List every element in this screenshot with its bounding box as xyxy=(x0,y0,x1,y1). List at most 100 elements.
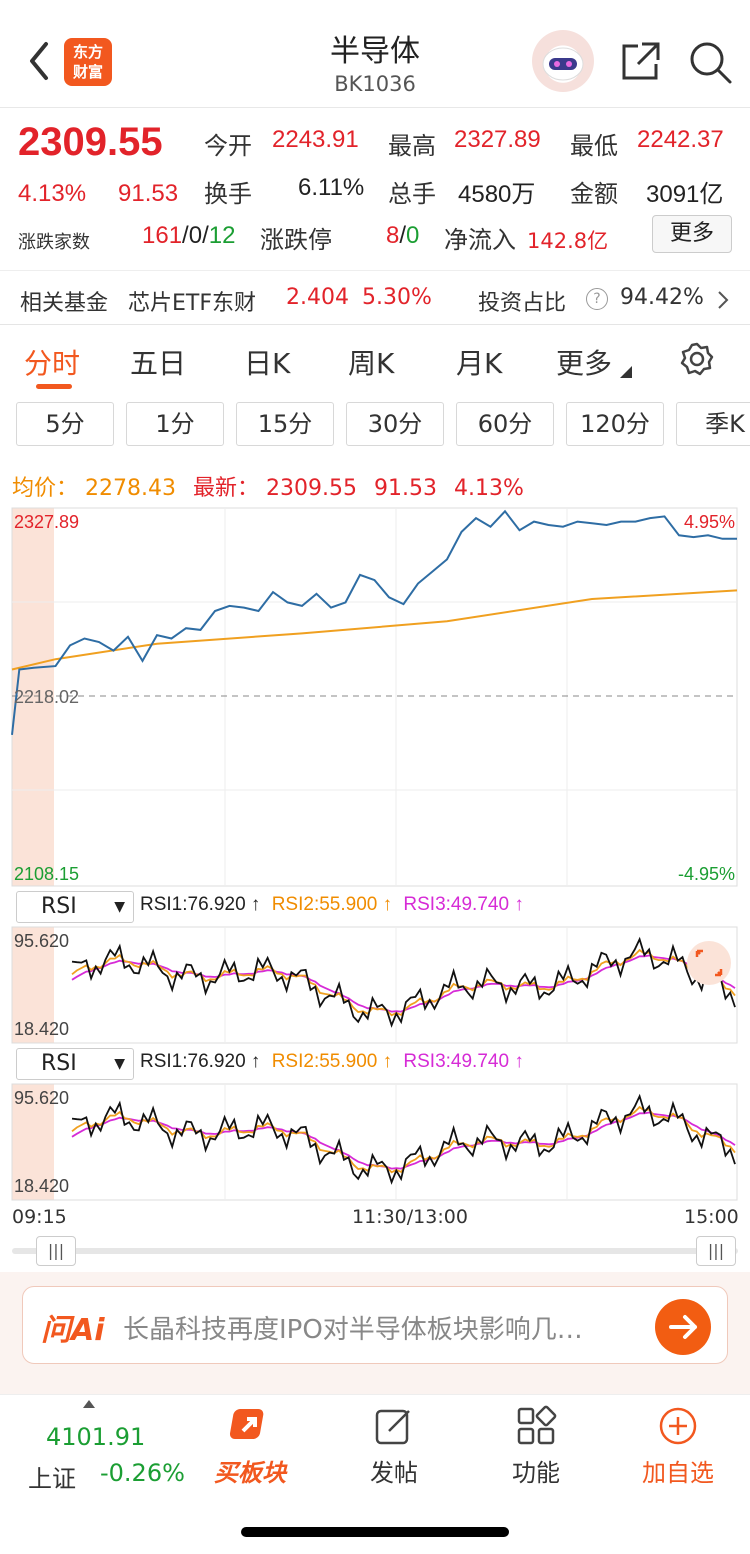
ask-ai-box[interactable]: 问Ai 长晶科技再度IPO对半导体板块影响几… xyxy=(22,1286,728,1364)
avg-value: 2278.43 xyxy=(85,476,176,501)
intraday-chart-svg: 2327.89 2218.02 2108.15 4.95% -4.95% xyxy=(11,507,738,887)
robot-assistant-icon[interactable] xyxy=(532,30,594,92)
logo-text-top: 东方 xyxy=(72,43,103,61)
intraday-chart[interactable]: 2327.89 2218.02 2108.15 4.95% -4.95% xyxy=(0,504,750,889)
pct-top-label: 4.95% xyxy=(684,512,735,532)
chart-frame xyxy=(11,507,738,887)
breadth-flat: 0 xyxy=(188,222,203,249)
function-button[interactable]: 功能 xyxy=(476,1405,596,1488)
breadth-up: 161 xyxy=(142,222,183,249)
breadth-down: 12 xyxy=(208,222,236,249)
page-title: 半导体 xyxy=(330,34,420,69)
index-ticker[interactable]: 4101.91 上证 -0.26% xyxy=(18,1399,188,1499)
period-15min[interactable]: 15分 xyxy=(236,402,334,446)
pct-bottom-label: -4.95% xyxy=(678,864,735,884)
tab-daily-k[interactable]: 日K xyxy=(244,347,291,380)
add-watchlist-label: 加自选 xyxy=(642,1459,714,1487)
open-value: 2243.91 xyxy=(272,126,359,153)
rsi2-value: RSI2:55.900 ↑ xyxy=(271,1051,393,1072)
period-60min[interactable]: 60分 xyxy=(456,402,554,446)
period-selector: 5分 1分 15分 30分 60分 120分 季K xyxy=(0,402,750,450)
change-value: 91.53 xyxy=(118,180,179,207)
avg-price-line xyxy=(11,589,738,671)
post-button[interactable]: 发帖 xyxy=(334,1405,454,1488)
index-pct: -0.26% xyxy=(100,1459,185,1487)
limit-down: 0 xyxy=(406,222,420,249)
rsi-values: RSI1:76.920 ↑ RSI2:55.900 ↑ RSI3:49.740 … xyxy=(140,1051,524,1073)
chart-frame xyxy=(11,926,738,1044)
add-watchlist-button[interactable]: 加自选 xyxy=(618,1405,738,1488)
tab-intraday[interactable]: 分时 xyxy=(24,347,81,380)
rsi-indicator-select[interactable]: RSI ▼ xyxy=(16,1048,134,1080)
inflow-label: 净流入 xyxy=(444,226,516,254)
high-label: 最高 xyxy=(388,132,436,160)
rsi-indicator-select[interactable]: RSI ▼ xyxy=(16,891,134,923)
chart-info-line: 均价： 2278.43 最新： 2309.55 91.53 4.13% xyxy=(12,470,524,502)
header: 东方 财富 半导体 BK1036 xyxy=(0,0,750,108)
fund-price: 2.404 xyxy=(286,285,349,310)
time-mid: 11:30/13:00 xyxy=(352,1206,468,1228)
buy-board-button[interactable]: 买板块 xyxy=(190,1405,310,1488)
call-auction-zone xyxy=(12,1084,54,1200)
current-price: 2309.55 xyxy=(18,120,163,164)
dropdown-arrow-icon: ▼ xyxy=(114,899,125,915)
scroll-handle-right[interactable]: ||| xyxy=(696,1236,736,1266)
price-line xyxy=(11,509,737,736)
period-5min[interactable]: 5分 xyxy=(16,402,114,446)
ask-ai-question[interactable]: 长晶科技再度IPO对半导体板块影响几… xyxy=(123,1315,583,1345)
invest-value: 94.42% xyxy=(620,285,704,310)
scroll-handle-left[interactable]: ||| xyxy=(36,1236,76,1266)
index-name: 上证 xyxy=(28,1465,76,1493)
rsi2-line xyxy=(71,948,736,1017)
latest-change: 91.53 xyxy=(374,476,437,501)
more-button[interactable]: 更多 xyxy=(652,215,732,253)
rsi3-value: RSI3:49.740 ↑ xyxy=(403,894,524,915)
period-120min[interactable]: 120分 xyxy=(566,402,664,446)
grid-apps-icon xyxy=(517,1405,557,1445)
fund-label: 相关基金 xyxy=(20,291,109,316)
share-icon[interactable] xyxy=(618,40,662,84)
rsi-chart-1[interactable]: 95.620 18.420 xyxy=(0,925,750,1045)
tab-monthly-k[interactable]: 月K xyxy=(456,347,503,380)
post-label: 发帖 xyxy=(370,1459,418,1487)
period-1min[interactable]: 1分 xyxy=(126,402,224,446)
back-arrow-icon[interactable] xyxy=(22,36,58,86)
rsi-select-label: RSI xyxy=(41,1051,77,1076)
fund-name: 芯片ETF东财 xyxy=(128,291,256,316)
ask-ai-submit-button[interactable] xyxy=(655,1299,711,1355)
period-30min[interactable]: 30分 xyxy=(346,402,444,446)
rsi2-line xyxy=(71,1105,736,1174)
related-fund-row[interactable]: 相关基金 芯片ETF东财 2.404 5.30% 投资占比 ? 94.42% xyxy=(0,270,750,324)
ask-ai-logo: 问Ai xyxy=(41,1313,105,1348)
robot-face-icon xyxy=(542,47,584,81)
rsi-values: RSI1:76.920 ↑ RSI2:55.900 ↑ RSI3:49.740 … xyxy=(140,894,524,916)
rsi3-line xyxy=(71,1111,736,1170)
chart-tabs: 分时 五日 日K 周K 月K 更多 xyxy=(0,324,750,394)
amount-value: 3091亿 xyxy=(646,181,724,208)
rsi-max-label: 95.620 xyxy=(14,1088,69,1108)
range-scrollbar[interactable]: ||| ||| xyxy=(12,1234,738,1268)
chevron-right-icon xyxy=(718,291,729,309)
rsi1-line xyxy=(71,936,736,1028)
tab-five-day[interactable]: 五日 xyxy=(130,347,187,380)
avg-label: 均价： xyxy=(12,476,79,501)
eastmoney-logo: 东方 财富 xyxy=(64,38,112,86)
limit-label: 涨跌停 xyxy=(260,226,332,254)
tab-more[interactable]: 更多 xyxy=(556,347,613,380)
quote-panel: 2309.55 今开 2243.91 最高 2327.89 最低 2242.37… xyxy=(0,108,750,325)
latest-value: 2309.55 xyxy=(266,476,357,501)
period-quarter-k[interactable]: 季K xyxy=(676,402,750,446)
call-auction-zone xyxy=(12,927,54,1043)
tab-weekly-k[interactable]: 周K xyxy=(348,347,395,380)
rsi-chart-2[interactable]: 95.620 18.420 xyxy=(0,1082,750,1202)
rsi-select-label: RSI xyxy=(41,894,77,919)
expand-icon[interactable] xyxy=(687,941,731,985)
time-axis: 09:15 11:30/13:00 15:00 xyxy=(0,1204,750,1232)
search-icon[interactable] xyxy=(686,38,734,86)
settings-gear-icon[interactable] xyxy=(680,342,714,376)
volume-label: 总手 xyxy=(388,180,436,208)
latest-label: 最新： xyxy=(193,476,260,501)
time-start: 09:15 xyxy=(12,1206,67,1228)
home-indicator xyxy=(241,1527,509,1537)
help-icon[interactable]: ? xyxy=(586,288,608,310)
